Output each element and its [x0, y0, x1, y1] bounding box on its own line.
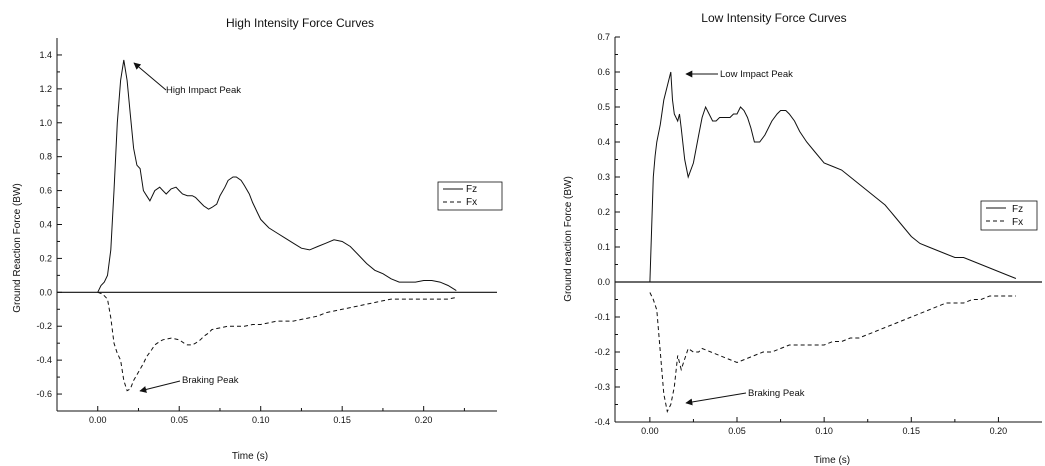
x-tick-label-high: 0.15 [333, 415, 351, 425]
x-tick-label-high: 0.10 [252, 415, 270, 425]
y-tick-label-low: 0.2 [597, 207, 610, 217]
y-tick-label-high: -0.2 [36, 321, 52, 331]
y-tick-label-high: 0.4 [39, 220, 52, 230]
x-tick-label-low: 0.00 [641, 426, 659, 436]
y-tick-label-low: -0.3 [594, 382, 610, 392]
legend-fz-label-high: Fz [466, 184, 477, 195]
annotation-braking-peak-high: Braking Peak [182, 375, 239, 386]
annotation-arrow-high-0 [133, 62, 167, 91]
x-tick-label-low: 0.05 [728, 426, 746, 436]
y-tick-label-low: -0.1 [594, 312, 610, 322]
x-tick-label-high: 0.05 [170, 415, 188, 425]
chart-title-high: High Intensity Force Curves [226, 16, 374, 30]
annotation-low-impact-peak: Low Impact Peak [720, 69, 793, 80]
y-tick-label-high: 0.8 [39, 152, 52, 162]
annotation-arrow-low-1 [685, 392, 747, 406]
series-line-fz-low [649, 71, 1017, 283]
legend-fz-label-low: Fz [1012, 204, 1023, 215]
y-tick-label-high: 1.4 [39, 50, 52, 60]
legend-box-high [437, 181, 503, 211]
x-axis-label-high: Time (s) [232, 451, 268, 462]
high-intensity-chart: High Intensity Force Curves Ground React… [12, 16, 503, 462]
y-tick-label-high: -0.6 [36, 389, 52, 399]
y-tick-label-high: 0.2 [39, 253, 52, 263]
y-tick-label-low: -0.4 [594, 417, 610, 427]
y-axis-label-high: Ground Reaction Force (BW) [12, 183, 23, 313]
y-axis-label-low: Ground reaction Force (BW) [563, 176, 574, 302]
annotation-high-impact-peak: High Impact Peak [166, 85, 241, 96]
legend-fx-label-low: Fx [1012, 217, 1023, 228]
y-tick-label-high: -0.4 [36, 355, 52, 365]
y-tick-label-high: 0.0 [39, 287, 52, 297]
y-tick-label-low: 0.5 [597, 102, 610, 112]
y-tick-label-low: 0.1 [597, 242, 610, 252]
x-axis-label-low: Time (s) [814, 455, 850, 466]
y-tick-label-low: 0.4 [597, 137, 610, 147]
low-intensity-chart: Low Intensity Force Curves Ground reacti… [563, 11, 1042, 466]
annotation-arrow-high-1 [139, 380, 181, 393]
chart-title-low: Low Intensity Force Curves [701, 11, 846, 25]
y-tick-label-high: 1.0 [39, 118, 52, 128]
x-tick-label-low: 0.20 [990, 426, 1008, 436]
y-tick-label-high: 0.6 [39, 186, 52, 196]
x-tick-label-high: 0.00 [89, 415, 107, 425]
y-tick-label-low: 0.7 [597, 32, 610, 42]
annotation-braking-peak-low: Braking Peak [748, 388, 805, 399]
y-tick-label-low: -0.2 [594, 347, 610, 357]
x-tick-label-low: 0.15 [903, 426, 921, 436]
y-tick-label-low: 0.3 [597, 172, 610, 182]
series-line-fz-high [97, 59, 457, 293]
y-tick-label-low: 0.0 [597, 277, 610, 287]
x-tick-label-high: 0.20 [415, 415, 433, 425]
series-line-fx-low [649, 292, 1016, 414]
x-tick-label-low: 0.10 [815, 426, 833, 436]
legend-fx-label-high: Fx [466, 197, 477, 208]
series-line-fx-high [97, 291, 457, 392]
y-tick-label-low: 0.6 [597, 67, 610, 77]
y-tick-label-high: 1.2 [39, 84, 52, 94]
legend-box-low [980, 200, 1038, 231]
